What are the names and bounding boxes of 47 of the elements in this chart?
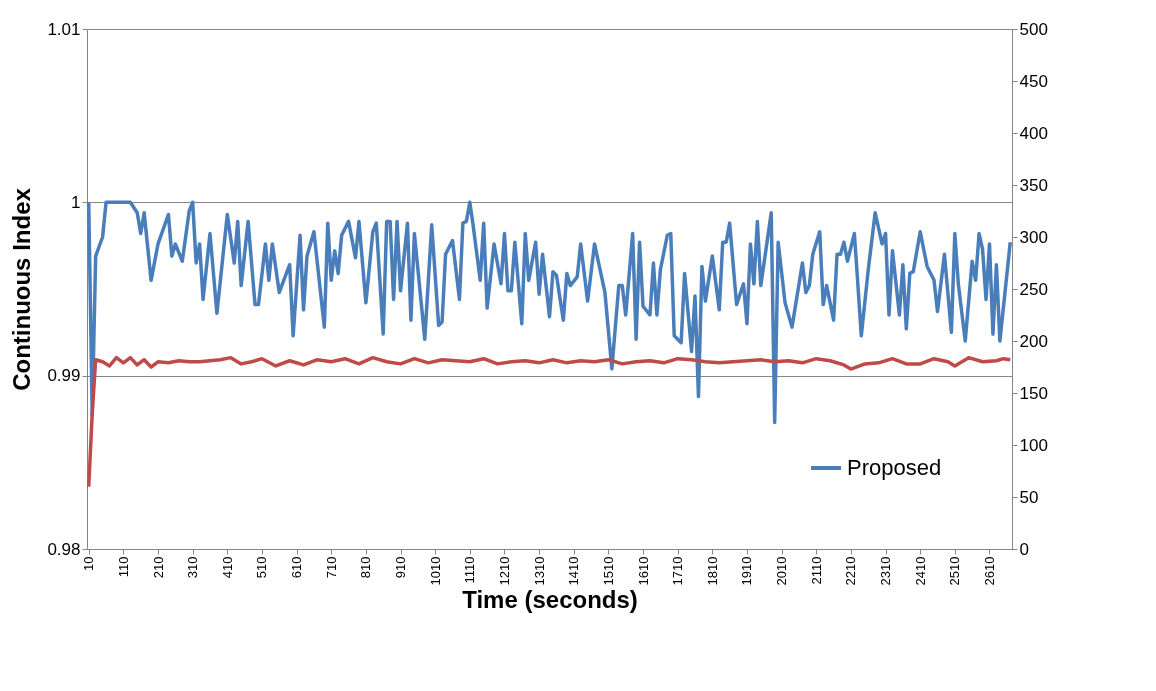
y2-tick-label: 150 [1019,383,1048,403]
x-tick-label: 2510 [947,556,963,586]
x-tick-label: 1210 [496,556,512,586]
x-tick-label: 2310 [878,556,894,586]
line-series [86,355,1013,489]
y2-tick-label: 450 [1019,71,1048,91]
x-tick-label: 910 [393,556,409,579]
x-tick-label: 1110 [462,556,478,584]
y2-tick-label: 200 [1019,331,1048,351]
x-axis-title: Time (seconds) [462,586,638,614]
x-tick-label: 610 [289,556,305,579]
x-tick-label: 10 [81,556,97,571]
y2-tick-label: 50 [1019,487,1039,507]
x-tick-label: 210 [150,556,166,579]
x-tick-label: 710 [323,556,339,579]
x-tick-label: 1710 [670,556,686,586]
line-series [86,200,1013,425]
x-tick-label: 2410 [912,556,928,586]
y2-tick-label: 250 [1019,279,1048,299]
y2-tick-label: 350 [1019,175,1048,195]
x-tick-label: 2010 [774,556,790,586]
x-tick-label: 410 [219,556,235,579]
y-tick-label: 1 [71,192,81,212]
y2-tick-label: 400 [1019,123,1048,143]
x-tick-label: 2110 [808,556,824,585]
y-tick-label: 1.01 [47,19,81,39]
y-tick-label: 0.98 [47,539,81,559]
x-tick-label: 2210 [843,556,859,586]
y2-tick-label: 0 [1019,539,1029,559]
x-tick-label: 1810 [704,556,720,586]
x-tick-label: 1410 [566,556,582,586]
y-tick-label: 0.99 [47,366,81,386]
x-tick-label: 1310 [531,556,547,586]
x-tick-label: 1610 [635,556,651,586]
legend-label: Proposed [847,455,942,480]
x-tick-label: 310 [185,556,201,579]
y-axis-title: Continuous Index [8,187,36,391]
x-tick-label: 510 [254,556,270,579]
x-tick-label: 1910 [739,556,755,586]
x-tick-label: 1510 [600,556,616,586]
y2-tick-label: 500 [1019,19,1048,39]
y2-tick-label: 100 [1019,435,1048,455]
x-tick-label: 1010 [427,556,443,586]
x-tick-label: 110 [115,556,131,578]
x-tick-label: 810 [358,556,374,579]
x-tick-label: 2610 [981,556,997,586]
y2-tick-label: 300 [1019,227,1048,247]
